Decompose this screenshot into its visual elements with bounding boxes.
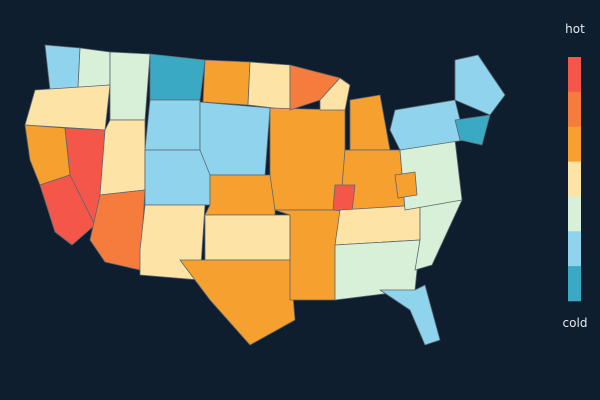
region bbox=[389, 99, 466, 151]
region bbox=[199, 101, 271, 176]
region bbox=[109, 51, 151, 121]
colorbar-segment bbox=[568, 161, 581, 197]
colorbar bbox=[568, 57, 581, 302]
region bbox=[274, 209, 341, 301]
colorbar-segment bbox=[568, 126, 581, 162]
colorbar-segment bbox=[568, 196, 581, 232]
legend-bottom-label: cold bbox=[563, 316, 588, 330]
region bbox=[334, 204, 421, 246]
region bbox=[394, 171, 418, 199]
region bbox=[204, 174, 276, 216]
region bbox=[379, 284, 441, 346]
region bbox=[89, 189, 146, 271]
region bbox=[202, 59, 251, 106]
colorbar-segment bbox=[568, 57, 581, 93]
region bbox=[454, 114, 491, 146]
colorbar-segment bbox=[568, 91, 581, 128]
colorbar-segment bbox=[568, 231, 581, 267]
region bbox=[144, 99, 201, 151]
region bbox=[269, 107, 346, 211]
region bbox=[319, 77, 351, 111]
region bbox=[149, 53, 206, 101]
colorbar-segment bbox=[568, 266, 581, 302]
region bbox=[24, 84, 111, 131]
region bbox=[247, 61, 291, 111]
region bbox=[99, 119, 146, 196]
legend-top-label: hot bbox=[565, 22, 585, 36]
region bbox=[39, 174, 96, 246]
region bbox=[179, 259, 296, 346]
region bbox=[44, 44, 81, 91]
region bbox=[144, 149, 211, 206]
region bbox=[204, 214, 291, 261]
region bbox=[454, 54, 506, 116]
regions bbox=[24, 44, 506, 346]
region bbox=[332, 184, 356, 213]
region bbox=[77, 47, 111, 89]
